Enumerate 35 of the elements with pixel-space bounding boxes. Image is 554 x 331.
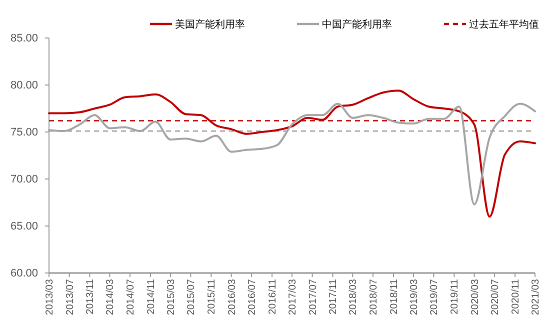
x-tick-label: 2021/03 xyxy=(530,278,542,316)
y-tick-label: 60.00 xyxy=(10,268,38,280)
x-tick-label: 2016/03 xyxy=(226,278,238,316)
x-tick-label: 2013/03 xyxy=(44,278,56,316)
x-tick-label: 2014/07 xyxy=(126,278,136,316)
y-tick-label: 80.00 xyxy=(10,80,38,92)
y-tick-label: 85.00 xyxy=(10,32,38,45)
x-tick-label: 2013/11 xyxy=(85,278,96,314)
x-tick-label: 2015/07 xyxy=(186,278,198,316)
x-tick-label: 2018/11 xyxy=(388,278,400,314)
x-tick-label: 2017/11 xyxy=(328,278,340,314)
x-tick-label: 2014/11 xyxy=(146,278,157,314)
legend-label: 过去五年平均值 xyxy=(469,18,539,30)
x-tick-label: 2013/07 xyxy=(64,278,76,316)
x-tick-label: 2015/11 xyxy=(206,278,218,314)
legend-label: 中国产能利用率 xyxy=(322,18,392,30)
x-tick-label: 2014/03 xyxy=(105,278,116,316)
x-tick-label: 2016/07 xyxy=(247,278,258,316)
x-tick-label: 2017/03 xyxy=(288,278,298,316)
line-series xyxy=(48,90,536,218)
legend-label: 美国产能利用率 xyxy=(175,18,245,30)
x-tick-label: 2018/07 xyxy=(368,278,380,316)
x-tick-label: 2017/07 xyxy=(308,278,319,316)
x-tick-label: 2016/11 xyxy=(268,278,279,314)
x-tick-label: 2019/11 xyxy=(450,278,461,314)
x-tick-label: 2018/03 xyxy=(348,278,360,316)
x-tick-label: 2015/03 xyxy=(166,278,177,316)
x-tick-label: 2020/11 xyxy=(510,278,522,314)
x-tick-label: 2019/07 xyxy=(429,278,440,316)
x-tick-label: 2019/03 xyxy=(408,278,420,316)
x-tick-label: 2020/07 xyxy=(490,278,502,316)
y-tick-label: 75.00 xyxy=(10,126,38,139)
x-tick-label: 2020/03 xyxy=(470,278,481,316)
y-tick-label: 65.00 xyxy=(10,220,38,233)
y-tick-label: 70.00 xyxy=(10,174,38,186)
